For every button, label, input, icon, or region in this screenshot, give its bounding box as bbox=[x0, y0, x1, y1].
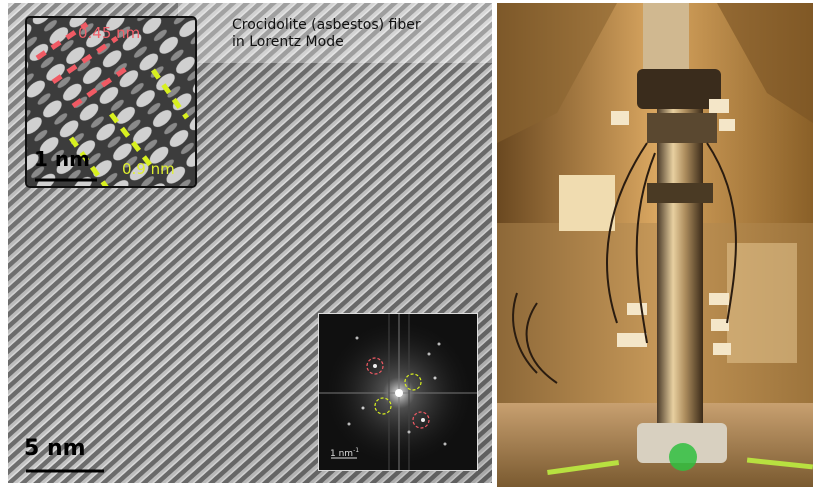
main-scale-label: 5 nm bbox=[24, 436, 86, 461]
fft-yellow-spot-1 bbox=[404, 373, 422, 391]
yellow-spacing-label: 0.9 nm bbox=[122, 160, 175, 178]
fft-pattern bbox=[319, 314, 477, 470]
fft-red-spot-1 bbox=[366, 357, 384, 375]
lattice-inset bbox=[25, 16, 197, 188]
lattice-inset-image bbox=[27, 18, 195, 186]
caption-line-1: Crocidolite (asbestos) fiber bbox=[232, 17, 421, 33]
microscope-photo bbox=[497, 3, 813, 487]
microscope-photo-image bbox=[497, 3, 813, 487]
fft-red-spot-2 bbox=[412, 411, 430, 429]
green-led-strip-right bbox=[746, 457, 813, 470]
green-led-strip-left bbox=[547, 460, 620, 475]
fft-scale-label: 1 nm-1 bbox=[330, 447, 360, 459]
red-spacing-markers bbox=[35, 21, 129, 109]
inset-scale-label: 1 nm bbox=[34, 147, 90, 171]
red-spacing-label: 0.45 nm bbox=[78, 24, 141, 42]
fft-yellow-spot-2 bbox=[374, 397, 392, 415]
image-caption: Crocidolite (asbestos) fiber in Lorentz … bbox=[232, 17, 421, 51]
caption-line-2: in Lorentz Mode bbox=[232, 34, 344, 50]
fft-inset bbox=[318, 313, 478, 471]
yellow-spacing-markers bbox=[68, 68, 190, 186]
